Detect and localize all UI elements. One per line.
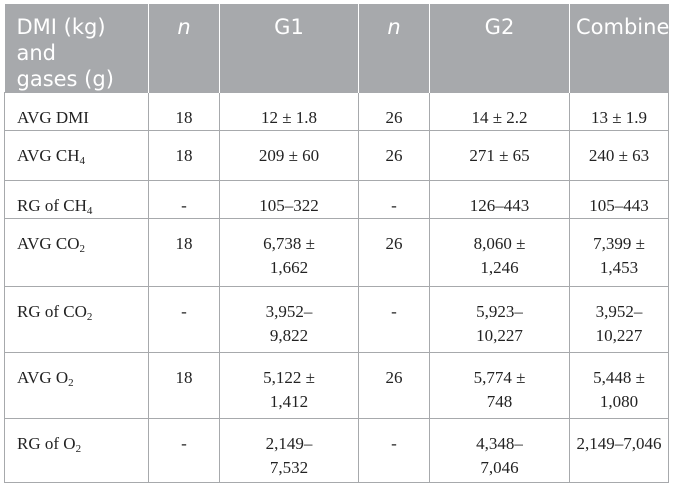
cell-n-g2: - <box>358 180 430 219</box>
cell-n-g1: - <box>148 286 220 353</box>
header-dmi-line1: DMI (kg) <box>16 15 106 39</box>
table-row: RG of O2 - 2,149– 7,532 - 4,348– 7,046 2,1… <box>4 418 669 483</box>
cell-g1: 5,122 ±1,412 <box>219 352 359 419</box>
table-row: AVG DMI 18 12 ± 1.8 26 14 ± 2.2 13 ± 1.9 <box>4 92 669 131</box>
cell-g2: 271 ± 65 <box>429 130 570 181</box>
cell-g1: 105–322 <box>219 180 359 219</box>
table-row: RG of CH4 - 105–322 - 126–443 105–443 <box>4 180 669 219</box>
cell-g1: 209 ± 60 <box>219 130 359 181</box>
cell-n-g2: 26 <box>358 352 430 419</box>
header-combined: Combined <box>569 4 673 93</box>
row-label: AVG CO2 <box>4 218 149 287</box>
header-g2: G2 <box>429 4 570 93</box>
cell-n-g1: 18 <box>148 352 220 419</box>
header-n-g1: n <box>148 4 220 93</box>
cell-g1: 3,952– 9,822 <box>219 286 359 353</box>
cell-n-g2: 26 <box>358 218 430 287</box>
table-row: AVG CH4 18 209 ± 60 26 271 ± 65 240 ± 63 <box>4 130 669 181</box>
row-label: AVG DMI <box>4 92 149 131</box>
cell-g2: 8,060 ±1,246 <box>429 218 570 287</box>
header-dmi-gases: DMI (kg) and gases (g) <box>4 4 149 93</box>
cell-combined: 105–443 <box>569 180 669 219</box>
header-g1: G1 <box>219 4 359 93</box>
cell-g1: 12 ± 1.8 <box>219 92 359 131</box>
cell-n-g2: 26 <box>358 92 430 131</box>
cell-g2: 126–443 <box>429 180 570 219</box>
row-label: RG of O2 <box>4 418 149 483</box>
cell-n-g1: 18 <box>148 218 220 287</box>
header-dmi-line2: and <box>16 41 57 65</box>
row-label: RG of CH4 <box>4 180 149 219</box>
cell-n-g1: 18 <box>148 130 220 181</box>
cell-combined: 13 ± 1.9 <box>569 92 669 131</box>
row-label: RG of CO2 <box>4 286 149 353</box>
cell-n-g2: 26 <box>358 130 430 181</box>
cell-g1: 2,149– 7,532 <box>219 418 359 483</box>
cell-n-g1: - <box>148 180 220 219</box>
gas-emissions-table: DMI (kg) and gases (g) n G1 n G2 Combine… <box>4 4 673 483</box>
cell-n-g2: - <box>358 418 430 483</box>
cell-combined: 2,149–7,046 <box>569 418 669 483</box>
table-row: AVG CO2 18 6,738 ±1,662 26 8,060 ±1,246 … <box>4 218 669 287</box>
cell-g2: 14 ± 2.2 <box>429 92 570 131</box>
header-row: DMI (kg) and gases (g) n G1 n G2 Combine… <box>4 4 673 93</box>
cell-n-g1: - <box>148 418 220 483</box>
cell-combined: 240 ± 63 <box>569 130 669 181</box>
table-row: AVG O2 18 5,122 ±1,412 26 5,774 ±748 5,4… <box>4 352 669 419</box>
cell-g2: 5,774 ±748 <box>429 352 570 419</box>
row-label: AVG O2 <box>4 352 149 419</box>
cell-g2: 5,923– 10,227 <box>429 286 570 353</box>
cell-combined: 3,952–10,227 <box>569 286 669 353</box>
header-n-g2: n <box>358 4 430 93</box>
cell-combined: 7,399 ± 1,453 <box>569 218 669 287</box>
cell-combined: 5,448 ± 1,080 <box>569 352 669 419</box>
cell-g1: 6,738 ±1,662 <box>219 218 359 287</box>
table-row: RG of CO2 - 3,952– 9,822 - 5,923– 10,227 3… <box>4 286 669 353</box>
cell-n-g2: - <box>358 286 430 353</box>
row-label: AVG CH4 <box>4 130 149 181</box>
cell-n-g1: 18 <box>148 92 220 131</box>
header-dmi-line3: gases (g) <box>16 67 114 91</box>
cell-g2: 4,348– 7,046 <box>429 418 570 483</box>
